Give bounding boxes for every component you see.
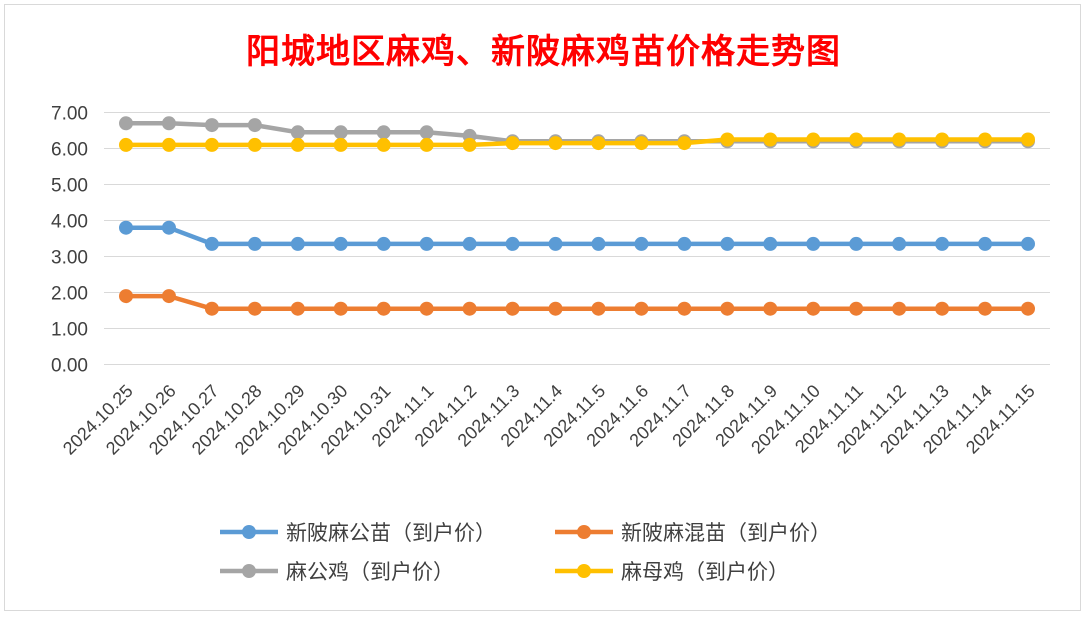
data-point (505, 236, 520, 251)
data-point (290, 236, 305, 251)
data-point (290, 125, 305, 140)
data-point (935, 132, 950, 147)
data-point (333, 236, 348, 251)
data-point (119, 137, 133, 152)
y-tick-label: 0.00 (51, 356, 88, 377)
data-point (720, 236, 735, 251)
legend-label: 新陂麻公苗（到户价） (286, 521, 496, 545)
data-point (204, 137, 219, 152)
data-point (333, 125, 348, 140)
legend-swatch-marker (577, 564, 591, 578)
data-point (505, 136, 520, 151)
legend-label: 麻公鸡（到户价） (286, 560, 454, 584)
data-point (1021, 301, 1035, 316)
data-point (247, 301, 262, 316)
data-point (119, 116, 133, 131)
data-point (720, 132, 735, 147)
data-point (720, 301, 735, 316)
y-tick-label: 2.00 (51, 284, 88, 305)
data-point (591, 301, 606, 316)
legend-label: 新陂麻混苗（到户价） (621, 521, 831, 545)
data-point (505, 301, 520, 316)
data-point (1021, 132, 1035, 147)
data-point (419, 137, 434, 152)
data-point (247, 236, 262, 251)
legend-swatch-marker (242, 564, 256, 578)
data-point (548, 301, 563, 316)
data-point (806, 301, 821, 316)
data-point (677, 301, 692, 316)
data-point (376, 236, 391, 251)
data-point (935, 236, 950, 251)
data-point (935, 301, 950, 316)
data-point (677, 236, 692, 251)
data-point (247, 118, 262, 133)
data-point (763, 132, 778, 147)
data-point (247, 137, 262, 152)
data-point (548, 236, 563, 251)
data-point (419, 301, 434, 316)
data-point (462, 301, 477, 316)
legend-label: 麻母鸡（到户价） (621, 560, 789, 584)
data-point (419, 236, 434, 251)
data-point (634, 236, 649, 251)
data-point (204, 236, 219, 251)
data-point (161, 116, 176, 131)
data-point (892, 132, 907, 147)
data-point (763, 236, 778, 251)
data-point (677, 136, 692, 151)
data-point (634, 301, 649, 316)
data-point (419, 125, 434, 140)
data-point (333, 137, 348, 152)
data-point (290, 137, 305, 152)
data-point (634, 136, 649, 151)
data-point (849, 236, 864, 251)
y-tick-label: 5.00 (51, 176, 88, 197)
data-point (806, 132, 821, 147)
data-point (892, 301, 907, 316)
data-point (376, 301, 391, 316)
series-line (123, 293, 1031, 311)
data-point (978, 132, 993, 147)
data-point (892, 236, 907, 251)
data-point (978, 301, 993, 316)
data-point (333, 301, 348, 316)
data-point (376, 125, 391, 140)
data-point (161, 220, 176, 235)
y-tick-label: 4.00 (51, 212, 88, 233)
data-point (849, 132, 864, 147)
data-point (290, 301, 305, 316)
data-point (376, 137, 391, 152)
series-line (123, 137, 1031, 148)
data-point (763, 301, 778, 316)
data-point (591, 136, 606, 151)
data-point (1021, 236, 1035, 251)
data-point (462, 236, 477, 251)
data-point (978, 236, 993, 251)
data-point (119, 220, 133, 235)
legend-swatch-marker (242, 525, 256, 539)
data-point (548, 136, 563, 151)
y-tick-label: 3.00 (51, 248, 88, 269)
y-tick-label: 7.00 (51, 104, 88, 125)
data-point (161, 289, 176, 304)
data-point (591, 236, 606, 251)
y-tick-label: 6.00 (51, 140, 88, 161)
data-point (119, 289, 133, 304)
data-point (462, 137, 477, 152)
chart-title: 阳城地区麻鸡、新陂麻鸡苗价格走势图 (246, 32, 841, 72)
data-point (806, 236, 821, 251)
y-tick-label: 1.00 (51, 320, 88, 341)
legend-swatch-marker (577, 525, 591, 539)
series-line (123, 225, 1031, 247)
data-point (849, 301, 864, 316)
data-point (204, 301, 219, 316)
data-point (204, 118, 219, 133)
data-point (161, 137, 176, 152)
